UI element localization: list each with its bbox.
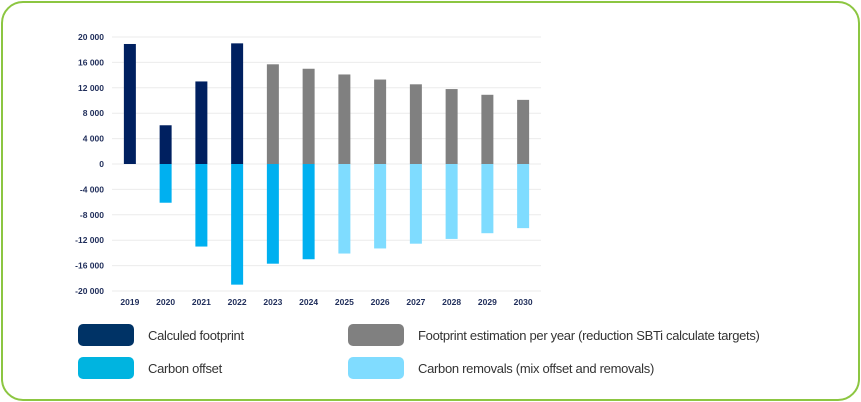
x-tick-label: 2026 — [371, 297, 390, 307]
bar — [374, 164, 387, 249]
bar — [338, 74, 351, 164]
legend-label: Carbon removals (mix offset and removals… — [418, 360, 654, 376]
y-tick-label: -12 000 — [75, 235, 104, 245]
bar — [517, 164, 530, 229]
bar — [159, 125, 172, 164]
x-tick-label: 2028 — [442, 297, 461, 307]
x-tick-label: 2021 — [192, 297, 211, 307]
x-tick-label: 2025 — [335, 297, 354, 307]
y-tick-label: 20 000 — [78, 32, 104, 42]
x-tick-label: 2027 — [406, 297, 425, 307]
bar — [231, 164, 244, 285]
y-tick-label: -20 000 — [75, 286, 104, 296]
bar — [123, 43, 136, 164]
x-tick-label: 2022 — [228, 297, 247, 307]
legend-label: Footprint estimation per year (reduction… — [418, 327, 760, 343]
x-tick-label: 2023 — [263, 297, 282, 307]
bar — [445, 89, 458, 164]
legend-label: Carbon offset — [148, 360, 222, 376]
bar — [481, 94, 494, 164]
y-tick-label: -8 000 — [80, 210, 104, 220]
y-tick-label: 0 — [99, 159, 104, 169]
bar — [409, 164, 422, 244]
bar — [266, 164, 279, 264]
bar — [374, 79, 387, 164]
x-tick-label: 2029 — [478, 297, 497, 307]
bar — [481, 164, 494, 234]
legend-item-carbon-removals: Carbon removals (mix offset and removals… — [348, 357, 654, 379]
legend-swatch — [78, 324, 134, 346]
legend-item-carbon-offset: Carbon offset — [78, 357, 222, 379]
legend-swatch — [78, 357, 134, 379]
x-tick-label: 2030 — [514, 297, 533, 307]
x-tick-label: 2020 — [156, 297, 175, 307]
y-tick-label: 8 000 — [83, 108, 105, 118]
bar — [266, 64, 279, 164]
y-tick-label: -16 000 — [75, 261, 104, 271]
bar — [445, 164, 458, 239]
legend-item-footprint-estimation: Footprint estimation per year (reduction… — [348, 324, 760, 346]
legend-swatch — [348, 357, 404, 379]
legend-label: Calculed footprint — [148, 327, 244, 343]
y-tick-label: 16 000 — [78, 57, 104, 67]
legend-item-calculed-footprint: Calculed footprint — [78, 324, 244, 346]
bar — [195, 164, 208, 247]
y-tick-label: 4 000 — [83, 134, 105, 144]
bar — [302, 164, 315, 260]
bar — [195, 81, 208, 164]
bar-chart: 20 000 16 000 12 000 8 000 4 000 0 -4 000 -8 00… — [75, 32, 541, 307]
x-tick-label: 2024 — [299, 297, 318, 307]
legend-swatch — [348, 324, 404, 346]
bar — [231, 43, 244, 164]
bar — [159, 164, 172, 203]
y-tick-label: -4 000 — [80, 184, 104, 194]
bar — [302, 68, 315, 164]
bar — [338, 164, 351, 254]
bar — [409, 84, 422, 164]
y-tick-label: 12 000 — [78, 83, 104, 93]
x-tick-label: 2019 — [120, 297, 139, 307]
bar — [517, 99, 530, 164]
